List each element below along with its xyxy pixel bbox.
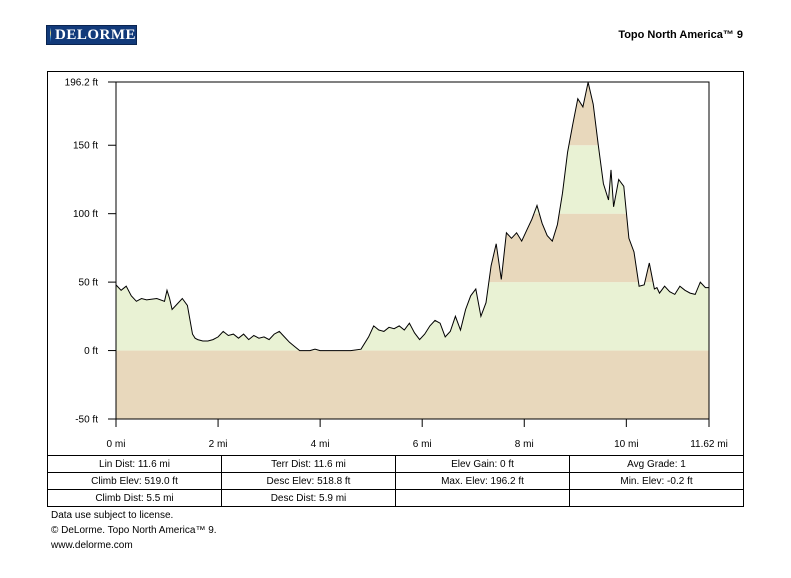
climb-dist: Climb Dist: 5.5 mi [47, 489, 222, 507]
elevation-band [116, 350, 709, 419]
empty-cell [395, 489, 570, 507]
y-tick-label: 0 ft [84, 346, 98, 357]
x-tick-label: 4 mi [311, 439, 330, 450]
lin-dist: Lin Dist: 11.6 mi [47, 455, 222, 473]
desc-elev: Desc Elev: 518.8 ft [221, 472, 396, 490]
terr-dist: Terr Dist: 11.6 mi [221, 455, 396, 473]
y-tick-label: 150 ft [73, 141, 98, 152]
empty-cell [569, 489, 744, 507]
x-tick-label: 8 mi [515, 439, 534, 450]
globe-icon [50, 28, 51, 42]
stats-row: Climb Dist: 5.5 mi Desc Dist: 5.9 mi [47, 489, 744, 507]
elev-gain: Elev Gain: 0 ft [395, 455, 570, 473]
delorme-logo: DELORME [46, 25, 137, 45]
y-tick-label: 100 ft [73, 209, 98, 220]
max-elev: Max. Elev: 196.2 ft [395, 472, 570, 490]
x-tick-label: 11.62 mi [690, 439, 728, 450]
logo-wordmark: DELORME [54, 27, 136, 43]
min-elev: Min. Elev: -0.2 ft [569, 472, 744, 490]
desc-dist: Desc Dist: 5.9 mi [221, 489, 396, 507]
x-tick-label: 2 mi [209, 439, 228, 450]
stats-row: Lin Dist: 11.6 mi Terr Dist: 11.6 mi Ele… [47, 455, 744, 473]
x-tick-label: 0 mi [107, 439, 126, 450]
stats-row: Climb Elev: 519.0 ft Desc Elev: 518.8 ft… [47, 472, 744, 490]
x-tick-label: 6 mi [413, 439, 432, 450]
website-link[interactable]: www.delorme.com [51, 540, 133, 551]
climb-elev: Climb Elev: 519.0 ft [47, 472, 222, 490]
elevation-band [116, 145, 709, 214]
stats-table: Lin Dist: 11.6 mi Terr Dist: 11.6 mi Ele… [47, 455, 744, 507]
plot-area [115, 81, 710, 420]
y-tick-label: -50 ft [75, 415, 98, 426]
avg-grade: Avg Grade: 1 [569, 455, 744, 473]
elevation-band [116, 282, 709, 351]
elevation-band [116, 213, 709, 283]
y-tick-label: 50 ft [79, 278, 99, 289]
elevation-line [115, 82, 709, 352]
product-title: Topo North America™ 9 [618, 29, 743, 41]
y-tick-label: 196.2 ft [65, 78, 99, 89]
elevation-band [116, 82, 709, 146]
copyright-note: © DeLorme. Topo North America™ 9. [51, 525, 217, 536]
license-note: Data use subject to license. [51, 510, 174, 521]
x-tick-label: 10 mi [614, 439, 638, 450]
